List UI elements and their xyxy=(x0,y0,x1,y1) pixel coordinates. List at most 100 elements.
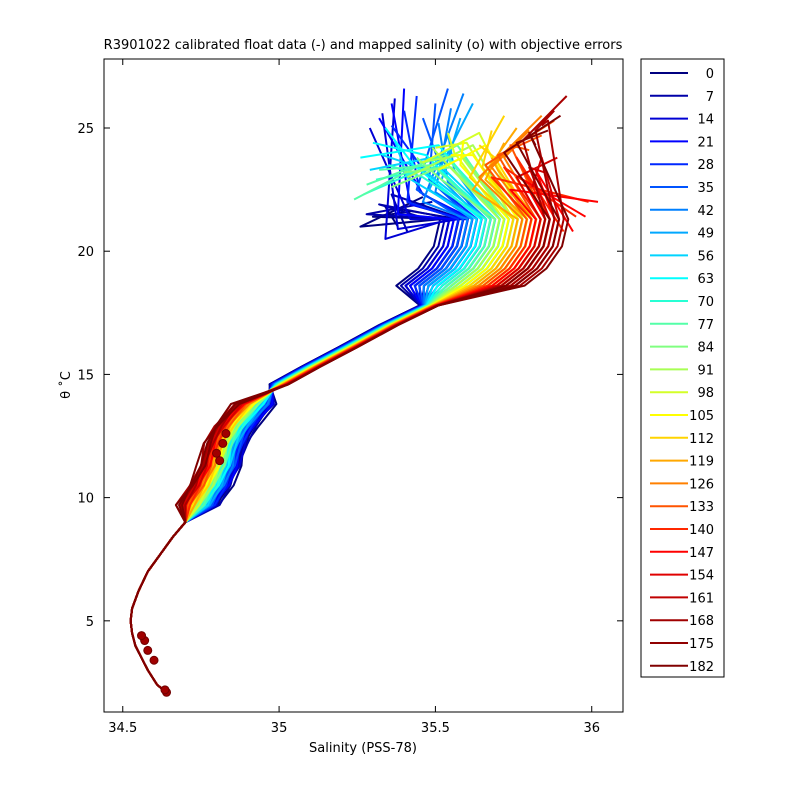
legend-label: 56 xyxy=(697,249,714,264)
legend-label: 21 xyxy=(697,135,714,150)
legend-entry: 0 xyxy=(650,67,714,82)
legend-label: 119 xyxy=(689,455,714,470)
profile-line-105 xyxy=(129,140,510,694)
profile-line-70 xyxy=(129,156,506,694)
plot-frame xyxy=(103,58,624,713)
profile-line-0 xyxy=(129,196,442,694)
legend-entry: 175 xyxy=(650,637,714,652)
mapped-salinity-point xyxy=(137,631,147,641)
x-tick-label: 36 xyxy=(583,721,600,736)
x-axis-label: Salinity (PSS-78) xyxy=(309,741,417,756)
legend-label: 140 xyxy=(689,523,714,538)
profile-line-140 xyxy=(129,166,577,694)
legend-entry: 126 xyxy=(650,477,714,492)
legend-label: 77 xyxy=(697,318,714,333)
legend-entry: 35 xyxy=(650,181,714,196)
y-tick-label: 10 xyxy=(77,492,94,507)
legend-entry: 119 xyxy=(650,455,714,470)
legend-entry: 49 xyxy=(650,227,714,242)
profile-line-7 xyxy=(129,200,446,694)
profile-line-70 xyxy=(129,166,497,694)
profile-line-56 xyxy=(129,139,478,694)
legend-label: 105 xyxy=(689,409,714,424)
y-axis-label: θ ˚C xyxy=(58,371,74,399)
profile-line-105 xyxy=(129,144,529,694)
mapped-salinity-point xyxy=(212,448,222,458)
legend-entry: 161 xyxy=(650,591,714,606)
profile-line-77 xyxy=(129,154,501,694)
legend-entry: 98 xyxy=(650,386,714,401)
legend-entry: 140 xyxy=(650,523,714,538)
legend-entry: 168 xyxy=(650,614,714,629)
profile-line-21 xyxy=(129,103,465,694)
legend-entry: 105 xyxy=(650,409,714,424)
legend-label: 91 xyxy=(697,363,714,378)
series-lines xyxy=(129,88,599,694)
legend-entry: 63 xyxy=(650,272,714,287)
legend-label: 175 xyxy=(689,637,714,652)
profile-line-28 xyxy=(129,124,479,694)
legend-label: 42 xyxy=(697,204,714,219)
x-axis: 34.5 35 35.5 36 xyxy=(108,59,600,736)
mapped-salinity-point xyxy=(221,429,231,439)
profile-line-70 xyxy=(129,164,487,694)
x-tick-label: 34.5 xyxy=(108,721,137,736)
legend-label: 126 xyxy=(689,477,714,492)
mapped-salinity-point xyxy=(149,655,159,665)
legend-label: 112 xyxy=(689,432,714,447)
profile-line-119 xyxy=(129,157,538,694)
legend-label: 49 xyxy=(697,227,714,242)
legend-entry: 182 xyxy=(650,660,714,675)
legend-entry: 21 xyxy=(650,135,714,150)
profile-line-126 xyxy=(129,114,543,694)
profile-line-56 xyxy=(129,154,487,694)
y-tick-label: 5 xyxy=(86,615,94,630)
profile-line-28 xyxy=(129,110,469,694)
legend-entry: 77 xyxy=(650,318,714,333)
y-tick-label: 15 xyxy=(77,368,94,383)
profile-line-63 xyxy=(129,127,483,694)
legend-label: 98 xyxy=(697,386,714,401)
mapped-salinity-point xyxy=(143,645,153,655)
legend: 0 7 14 21 28 35 42 49 56 63 70 77 84 91 98 105 112 119 126… xyxy=(640,58,725,678)
legend-entry: 56 xyxy=(650,249,714,264)
profile-line-14 xyxy=(129,98,451,694)
legend-label: 70 xyxy=(697,295,714,310)
profile-line-28 xyxy=(129,95,460,694)
legend-label: 14 xyxy=(697,113,714,128)
legend-label: 168 xyxy=(689,614,714,629)
legend-label: 7 xyxy=(706,90,714,105)
legend-label: 35 xyxy=(697,181,714,196)
profile-line-77 xyxy=(129,164,492,694)
y-tick-label: 25 xyxy=(77,122,94,137)
legend-label: 0 xyxy=(706,67,714,82)
y-tick-label: 20 xyxy=(77,245,94,260)
legend-entry: 28 xyxy=(650,158,714,173)
profile-line-147 xyxy=(129,188,599,694)
profile-line-154 xyxy=(129,166,551,694)
profile-line-154 xyxy=(129,156,558,694)
legend-entry: 14 xyxy=(650,113,714,128)
mapped-salinity-point xyxy=(218,438,228,448)
mapped-salinity-point xyxy=(215,456,225,466)
mapped-salinity-point xyxy=(160,685,170,695)
x-tick-label: 35 xyxy=(271,721,288,736)
profile-line-98 xyxy=(129,141,515,694)
legend-entry: 7 xyxy=(650,90,714,105)
profile-line-7 xyxy=(129,193,465,694)
legend-entry: 84 xyxy=(650,341,714,356)
profile-line-168 xyxy=(129,131,570,694)
chart-title: R3901022 calibrated float data (-) and m… xyxy=(104,38,623,53)
legend-label: 154 xyxy=(689,569,714,584)
legend-label: 161 xyxy=(689,591,714,606)
profile-line-91 xyxy=(129,144,520,694)
legend-entry: 147 xyxy=(650,546,714,561)
profile-line-91 xyxy=(129,154,510,694)
profile-line-84 xyxy=(129,156,515,694)
legend-entry: 70 xyxy=(650,295,714,310)
legend-label: 182 xyxy=(689,660,714,675)
legend-label: 147 xyxy=(689,546,714,561)
legend-entry: 91 xyxy=(650,363,714,378)
legend-label: 84 xyxy=(697,341,714,356)
mapped-salinity-markers xyxy=(137,429,231,697)
